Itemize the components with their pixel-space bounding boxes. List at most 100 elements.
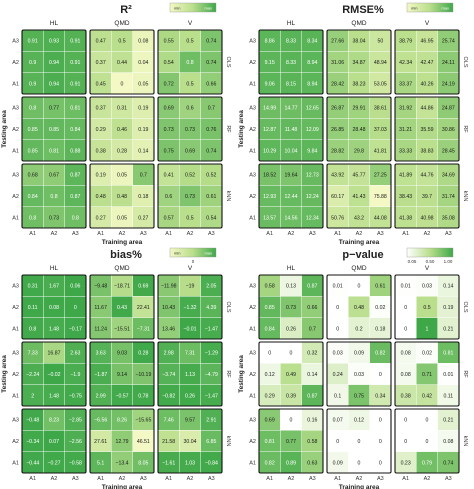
cell-value-label: 0 <box>336 326 339 332</box>
cell-value-label: 0.05 <box>138 81 148 87</box>
cell-value-label: 0.8 <box>50 194 57 200</box>
cell-value-label: 0.8 <box>29 106 36 112</box>
cell-value-label: −0.48 <box>26 418 39 424</box>
row-tick-label: A1 <box>12 148 19 154</box>
cell-value-label: 2.91 <box>206 418 216 424</box>
column-tick-label: A1 <box>334 476 341 482</box>
legend-max-label: max <box>441 6 449 11</box>
cell-value-label: 0.72 <box>164 81 174 87</box>
column-tick-label: A2 <box>119 231 126 237</box>
legend-min-label: min <box>411 6 417 11</box>
column-tick-label: A1 <box>266 231 273 237</box>
cell-value-label: −0.34 <box>26 439 39 445</box>
cell-value-label: 10.29 <box>263 148 276 154</box>
row-tick-label: A1 <box>12 81 19 87</box>
cell-value-label: 0.7 <box>208 106 215 112</box>
cell-value-label: 14.56 <box>285 215 298 221</box>
row-tick-label: A2 <box>12 127 19 133</box>
cell-value-label: 0 <box>74 305 77 311</box>
cell-value-label: 30.86 <box>442 127 455 133</box>
column-tick-label: A2 <box>424 231 431 237</box>
column-tick-label: A1 <box>334 231 341 237</box>
row-tick-label: A2 <box>12 305 19 311</box>
panel-title: RMSE% <box>342 4 384 16</box>
row-tick-label: A3 <box>12 173 19 179</box>
cell-value-label: 0.26 <box>286 326 296 332</box>
cell-value-label: 9.15 <box>265 60 275 66</box>
cell-value-label: 0.12 <box>265 372 275 378</box>
cell-value-label: 2.98 <box>164 351 174 357</box>
cell-value-label: 0.46 <box>117 127 127 133</box>
group-border <box>21 341 87 407</box>
row-tick-label: A2 <box>249 439 256 445</box>
cell-value-label: −1.32 <box>183 305 196 311</box>
legend-tick-label: 0.50 <box>426 259 435 264</box>
column-tick-label: A1 <box>165 231 172 237</box>
cell-value-label: −9.48 <box>94 284 107 290</box>
group-border <box>258 341 324 407</box>
group-border <box>394 163 460 229</box>
cell-value-label: 0.91 <box>70 39 80 45</box>
cell-value-label: 3.63 <box>96 351 106 357</box>
cell-value-label: 2.05 <box>206 284 216 290</box>
column-tick-label: A2 <box>288 231 295 237</box>
cell-value-label: 48.94 <box>374 60 387 66</box>
row-tick-label: A2 <box>249 372 256 378</box>
cell-value-label: 0.27 <box>138 215 148 221</box>
row-tick-label: A2 <box>249 60 256 66</box>
column-header-hl: HL <box>287 20 296 27</box>
group-border <box>326 408 392 474</box>
legend-max-label: max <box>204 6 212 11</box>
cell-value-label: 0.24 <box>333 372 343 378</box>
group-border <box>394 408 460 474</box>
group-border <box>326 274 392 340</box>
cell-value-label: −4.79 <box>205 372 218 378</box>
cell-value-label: 4.39 <box>206 305 216 311</box>
cell-value-label: 43.92 <box>331 173 344 179</box>
cell-value-label: 21.58 <box>162 439 175 445</box>
column-tick-label: A1 <box>29 231 36 237</box>
cell-value-label: 8.26 <box>117 418 127 424</box>
cell-value-label: 28.82 <box>331 148 344 154</box>
cell-value-label: 0.32 <box>307 351 317 357</box>
cell-value-label: 34.87 <box>353 60 366 66</box>
cell-value-label: 0.54 <box>206 215 216 221</box>
cell-value-label: 0.68 <box>28 173 38 179</box>
cell-value-label: 11.48 <box>285 127 298 133</box>
cell-value-label: −15.65 <box>135 418 151 424</box>
cell-value-label: 31.06 <box>331 60 344 66</box>
cell-value-label: 0.01 <box>443 372 453 378</box>
cell-value-label: 27.25 <box>374 173 387 179</box>
legend-min-label: min <box>174 6 180 11</box>
column-tick-label: A3 <box>72 231 79 237</box>
cell-value-label: 0.78 <box>138 393 148 399</box>
cell-value-label: 34.69 <box>442 173 455 179</box>
x-axis-label: Training area <box>102 484 143 489</box>
cell-value-label: −19 <box>186 284 195 290</box>
cell-value-label: 9.57 <box>185 418 195 424</box>
cell-value-label: 5.1 <box>97 460 104 466</box>
row-tick-label: A1 <box>249 326 256 332</box>
cell-value-label: 0.1 <box>334 393 341 399</box>
cell-value-label: −2.56 <box>69 439 82 445</box>
cell-value-label: 0.07 <box>49 439 59 445</box>
group-border <box>89 29 155 95</box>
cell-value-label: 1.48 <box>49 326 59 332</box>
cell-value-label: 0.73 <box>185 127 195 133</box>
cell-value-label: 0.69 <box>265 418 275 424</box>
cell-value-label: 9.14 <box>117 372 127 378</box>
group-border <box>21 29 87 95</box>
cell-value-label: 0.85 <box>28 148 38 154</box>
cell-value-label: −6.56 <box>94 418 107 424</box>
cell-value-label: 0.12 <box>354 418 364 424</box>
cell-value-label: 8.23 <box>49 418 59 424</box>
cell-value-label: 0.11 <box>443 393 453 399</box>
cell-value-label: 46.51 <box>137 439 150 445</box>
row-label-rf: RF <box>225 370 231 378</box>
group-border <box>258 163 324 229</box>
cell-value-label: −0.44 <box>26 460 39 466</box>
column-tick-label: A3 <box>445 231 452 237</box>
cell-value-label: −10.19 <box>135 372 151 378</box>
legend-max-label: max <box>204 251 212 256</box>
cell-value-label: 38.23 <box>353 81 366 87</box>
